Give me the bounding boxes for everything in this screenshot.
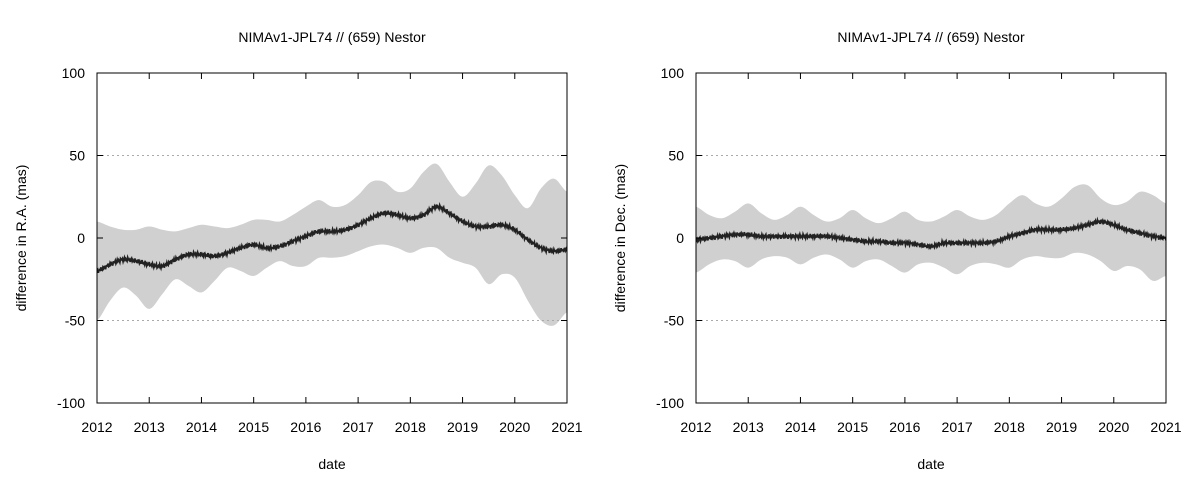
x-tick-label: 2021 (1150, 419, 1181, 435)
x-tick-label: 2018 (994, 419, 1025, 435)
y-axis-label: difference in R.A. (mas) (13, 165, 29, 312)
x-tick-label: 2021 (551, 419, 582, 435)
chart-title: NIMAv1-JPL74 // (659) Nestor (238, 29, 426, 45)
x-tick-label: 2012 (680, 419, 711, 435)
uncertainty-band (97, 163, 567, 326)
x-tick-label: 2017 (343, 419, 374, 435)
y-tick-label: 0 (77, 230, 85, 246)
x-tick-label: 2017 (942, 419, 973, 435)
x-tick-label: 2014 (186, 419, 217, 435)
y-tick-label: 100 (661, 65, 685, 81)
plot-area (97, 155, 567, 326)
y-tick-label: -50 (65, 313, 85, 329)
difference-line (97, 201, 567, 274)
y-tick-label: 50 (668, 148, 684, 164)
x-tick-label: 2013 (134, 419, 165, 435)
x-tick-label: 2019 (1046, 419, 1077, 435)
difference-line (696, 216, 1166, 251)
x-tick-label: 2020 (499, 419, 530, 435)
x-tick-label: 2015 (238, 419, 269, 435)
plot-area (696, 155, 1166, 321)
x-tick-label: 2020 (1098, 419, 1129, 435)
x-tick-label: 2014 (785, 419, 816, 435)
x-tick-label: 2016 (889, 419, 920, 435)
x-tick-label: 2015 (837, 419, 868, 435)
x-tick-label: 2019 (447, 419, 478, 435)
ra-difference-chart: 2012 2013 2014 2015 2016 2017 2018 2019 2020 2021… (13, 29, 583, 472)
y-tick-label: -100 (656, 395, 684, 411)
x-axis-label: date (917, 456, 944, 472)
x-axis-label: date (318, 456, 345, 472)
y-tick-label: 100 (62, 65, 86, 81)
x-tick-label: 2018 (395, 419, 426, 435)
y-axis-label: difference in Dec. (mas) (612, 164, 628, 312)
chart-title: NIMAv1-JPL74 // (659) Nestor (837, 29, 1025, 45)
x-tick-label: 2016 (290, 419, 321, 435)
dec-difference-chart: 2012 2013 2014 2015 2016 2017 2018 2019 2020 2021… (612, 29, 1182, 472)
x-tick-label: 2012 (81, 419, 112, 435)
y-tick-label: -50 (664, 313, 684, 329)
y-tick-label: -100 (57, 395, 85, 411)
y-tick-label: 50 (69, 148, 85, 164)
uncertainty-band (696, 184, 1166, 281)
y-tick-label: 0 (676, 230, 684, 246)
x-tick-label: 2013 (733, 419, 764, 435)
